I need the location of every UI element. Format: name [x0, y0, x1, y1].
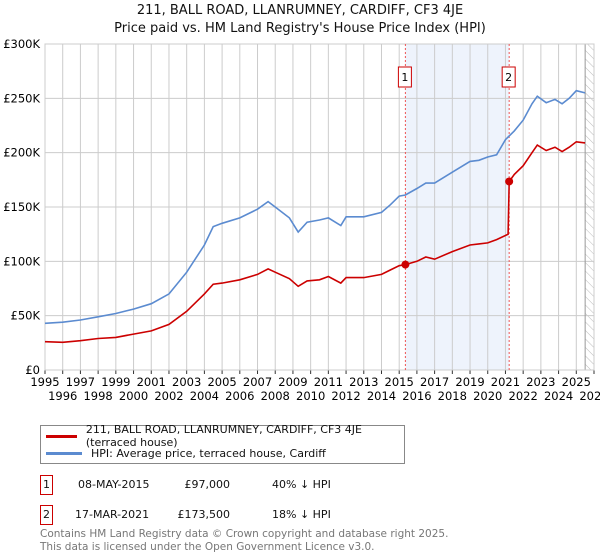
series-line: [44, 140, 586, 344]
y-tick-label: £0: [25, 363, 40, 377]
x-tick-label: 2011: [314, 375, 343, 389]
legend-swatch-blue: [46, 451, 82, 455]
sale-date: 08-MAY-2015: [78, 478, 150, 491]
plot-frame: [44, 43, 595, 371]
x-tick-label: 1999: [101, 375, 130, 389]
x-tick-label: 2013: [349, 375, 378, 389]
legend: 211, BALL ROAD, LLANRUMNEY, CARDIFF, CF3…: [40, 423, 405, 464]
footer: Contains HM Land Registry data © Crown c…: [40, 528, 448, 554]
x-tick-label: 2001: [137, 375, 166, 389]
sale-annotation-box: [501, 66, 516, 88]
sale-price: £97,000: [184, 478, 231, 491]
x-tick-label: 1996: [48, 389, 77, 403]
sale-row: 2 17-MAR-2021 £173,500 18% ↓ HPI: [40, 505, 440, 525]
x-tick-label: 2024: [544, 389, 573, 403]
y-tick-label: £300K: [3, 37, 40, 51]
x-tick-label: 2006: [225, 389, 254, 403]
sale-annotation-label: 1: [401, 71, 408, 84]
x-tick-label: 2023: [526, 375, 555, 389]
sale-hpi: 40% ↓ HPI: [272, 478, 331, 491]
legend-label: HPI: Average price, terraced house, Card…: [91, 446, 326, 460]
x-tick-label: 1995: [30, 375, 59, 389]
x-tick-label: 2004: [190, 389, 219, 403]
x-tick-label: 2003: [172, 375, 201, 389]
footer-line: This data is licensed under the Open Gov…: [40, 541, 375, 553]
x-tick-label: 2007: [243, 375, 272, 389]
footer-line: Contains HM Land Registry data © Crown c…: [40, 528, 449, 540]
x-tick-label: 2020: [473, 389, 502, 403]
x-tick-label: 2014: [367, 389, 396, 403]
y-tick-label: £100K: [3, 254, 40, 268]
legend-item-property: 211, BALL ROAD, LLANRUMNEY, CARDIFF, CF3…: [46, 423, 404, 449]
x-tick-label: 2026: [579, 389, 600, 403]
x-tick-label: 2008: [261, 389, 290, 403]
chart-title: 211, BALL ROAD, LLANRUMNEY, CARDIFF, CF3…: [136, 3, 464, 18]
sale-price: £173,500: [177, 508, 231, 521]
sale-annotation-box: [397, 66, 412, 88]
y-tick-label: £50K: [11, 309, 41, 323]
y-tick-label: £200K: [3, 146, 40, 160]
x-tick-label: 2012: [331, 389, 360, 403]
x-tick-label: 2016: [402, 389, 431, 403]
y-tick-label: £150K: [3, 200, 40, 214]
sale-annotation-label: 2: [505, 71, 512, 84]
x-tick-label: 2022: [509, 389, 538, 403]
x-tick-label: 2009: [278, 375, 307, 389]
legend-item-hpi: HPI: Average price, terraced house, Card…: [46, 445, 326, 461]
x-tick-label: 2025: [562, 375, 591, 389]
x-tick-label: 2018: [438, 389, 467, 403]
x-tick-label: 2015: [385, 375, 414, 389]
x-tick-label: 2005: [207, 375, 236, 389]
series-line: [44, 89, 586, 325]
x-tick-label: 2010: [296, 389, 325, 403]
legend-label: 211, BALL ROAD, LLANRUMNEY, CARDIFF, CF3…: [85, 423, 362, 449]
sale-date: 17-MAR-2021: [75, 508, 150, 521]
chart-subtitle: Price paid vs. HM Land Registry's House …: [114, 21, 486, 36]
sale-hpi: 18% ↓ HPI: [272, 508, 331, 521]
x-tick-label: 1997: [66, 375, 95, 389]
x-tick-label: 2000: [119, 389, 148, 403]
legend-swatch-red: [46, 434, 77, 438]
sale-point: [505, 177, 514, 186]
x-tick-label: 1998: [83, 389, 112, 403]
y-tick-label: £250K: [3, 91, 40, 105]
chart-plot: 1995199619971998199920002001200220032004…: [3, 37, 600, 403]
x-tick-label: 2017: [420, 375, 449, 389]
x-tick-label: 2019: [455, 375, 484, 389]
sale-badge: 1: [40, 475, 53, 495]
sale-badge: 2: [40, 505, 53, 525]
sale-row: 1 08-MAY-2015 £97,000 40% ↓ HPI: [40, 475, 440, 495]
sale-point: [401, 260, 410, 269]
x-tick-label: 2021: [491, 375, 520, 389]
x-tick-label: 2002: [154, 389, 183, 403]
